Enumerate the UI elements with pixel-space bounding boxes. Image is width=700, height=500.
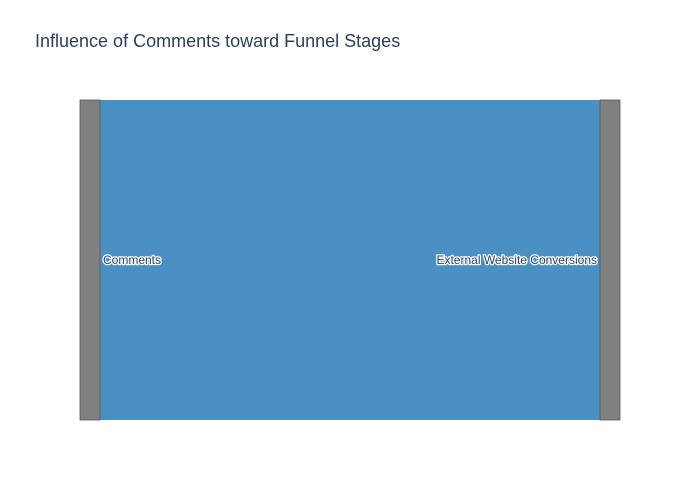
chart-title: Influence of Comments toward Funnel Stag… <box>35 31 401 51</box>
sankey-node-label-0: Comments <box>103 253 161 267</box>
sankey-link-0[interactable] <box>100 100 600 420</box>
sankey-node-1[interactable] <box>599 99 621 421</box>
sankey-node-0[interactable] <box>79 99 101 421</box>
sankey-node-label-1: External Website Conversions <box>436 253 597 267</box>
